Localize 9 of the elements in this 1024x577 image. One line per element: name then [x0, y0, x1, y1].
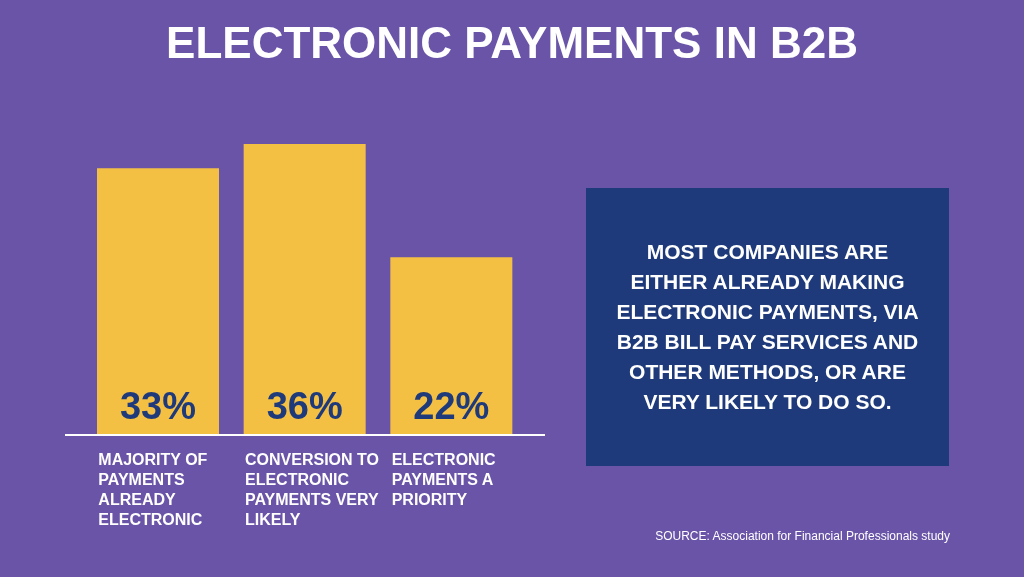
data-label: 36% [266, 385, 343, 427]
data-label: 33% [119, 385, 197, 427]
text: MOST COMPANIES ARE EITHER ALREADY MAKING ELECTRONIC PAYMENTS, VIA B2B BILL PAY SERVICES AND OTHER METHODS, OR ARE VERY LIKELY TO DO SO. [586, 188, 949, 466]
data-label: 22% [413, 385, 490, 427]
source-note: SOURCE: Association for Financial Professionals study [655, 529, 950, 543]
x-tick-label: MAJORITY OF PAYMENTS ALREADY ELECTRONIC [98, 451, 208, 528]
x-tick-label: ELECTRONIC PAYMENTS A PRIORITY [391, 451, 497, 508]
chart-title: ELECTRONIC PAYMENTS IN B2B [165, 18, 859, 68]
x-tick-label: CONVERSION TO ELECTRONIC PAYMENTS VERY LIKELY [245, 451, 379, 528]
